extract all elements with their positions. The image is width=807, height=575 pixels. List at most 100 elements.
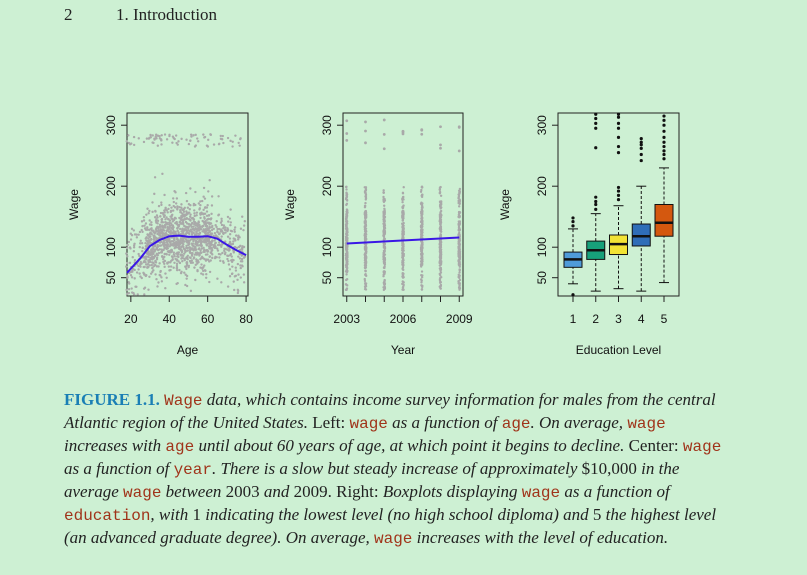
data-point	[126, 243, 129, 247]
data-point	[135, 271, 139, 274]
data-point	[148, 275, 151, 279]
data-point	[152, 234, 155, 237]
data-point	[192, 220, 196, 223]
data-point	[207, 214, 211, 217]
data-point	[364, 213, 367, 216]
data-point	[176, 255, 179, 258]
data-point	[401, 267, 404, 271]
data-point	[364, 255, 367, 258]
data-point	[129, 274, 133, 277]
data-point	[174, 244, 178, 247]
data-point	[144, 237, 147, 240]
data-point	[159, 211, 163, 215]
data-point	[145, 258, 148, 261]
data-point	[401, 275, 404, 278]
caption-text: increases with	[64, 436, 166, 455]
data-point	[141, 224, 144, 228]
data-point	[346, 256, 349, 259]
data-point	[364, 288, 368, 291]
data-point	[198, 207, 202, 210]
data-point	[457, 149, 461, 153]
data-point	[150, 263, 153, 267]
data-point	[236, 262, 240, 266]
data-point	[160, 249, 164, 253]
data-point	[209, 259, 212, 262]
data-point	[345, 287, 349, 290]
data-point	[173, 237, 176, 240]
data-point	[150, 249, 154, 253]
data-point	[197, 202, 201, 205]
data-point	[234, 134, 237, 137]
data-point	[203, 206, 207, 209]
data-point	[212, 234, 215, 238]
caption-text: Left:	[312, 413, 350, 432]
data-point	[439, 207, 442, 210]
data-point	[364, 265, 368, 269]
data-point	[172, 266, 175, 269]
data-point	[163, 252, 166, 256]
data-point	[149, 256, 152, 260]
data-point	[239, 260, 243, 263]
data-point	[201, 230, 204, 233]
data-point	[186, 254, 190, 257]
data-point	[199, 212, 202, 215]
data-point	[401, 245, 405, 248]
data-point	[438, 246, 442, 250]
data-point	[195, 230, 198, 234]
data-point	[139, 239, 142, 242]
outlier-point	[571, 224, 575, 228]
data-point	[208, 223, 211, 226]
data-point	[195, 211, 199, 214]
data-point	[187, 241, 191, 244]
x-tick-label: 2003	[333, 312, 360, 326]
data-point	[205, 243, 208, 246]
data-point	[458, 283, 461, 287]
y-tick-label: 200	[535, 176, 549, 196]
data-point	[130, 234, 134, 237]
caption-text: data, which contains income survey infor…	[64, 390, 716, 432]
data-point	[224, 226, 227, 229]
caption-code-term: wage	[682, 438, 722, 456]
data-point	[458, 199, 462, 203]
data-point	[382, 260, 386, 264]
data-point	[188, 239, 192, 242]
data-point	[219, 259, 222, 263]
data-point	[200, 272, 203, 275]
data-point	[231, 145, 234, 148]
data-point	[169, 215, 172, 218]
data-point	[438, 272, 441, 276]
data-point	[189, 213, 192, 216]
data-point	[383, 249, 386, 252]
data-point	[230, 272, 234, 276]
outlier-point	[662, 135, 666, 139]
data-point	[242, 224, 246, 227]
data-point	[195, 214, 198, 217]
data-point	[183, 215, 186, 218]
data-point	[180, 257, 183, 260]
data-point	[158, 223, 162, 227]
outlier-point	[662, 118, 666, 122]
data-point	[170, 249, 174, 252]
data-point	[137, 268, 140, 271]
data-point	[140, 276, 143, 280]
data-point	[345, 228, 349, 231]
data-point	[457, 210, 461, 214]
data-point	[211, 256, 214, 260]
data-point	[194, 241, 198, 244]
data-point	[152, 236, 156, 239]
data-point	[158, 262, 161, 265]
data-point	[130, 276, 134, 279]
data-point	[458, 263, 461, 266]
data-point	[402, 198, 405, 201]
caption-code-term: wage	[123, 484, 162, 502]
data-point	[189, 261, 193, 264]
data-point	[203, 230, 206, 233]
data-point	[458, 233, 461, 237]
data-point	[227, 259, 230, 263]
data-point	[345, 237, 349, 240]
y-tick-label: 100	[320, 237, 334, 257]
data-point	[345, 202, 349, 205]
data-point	[132, 293, 136, 296]
data-point	[168, 269, 171, 272]
data-point	[215, 220, 218, 223]
